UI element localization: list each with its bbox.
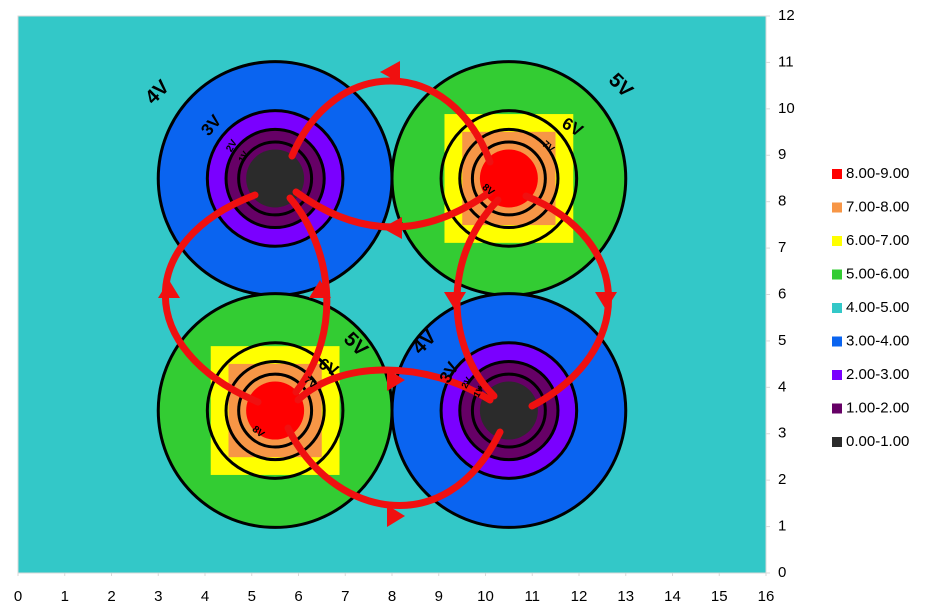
x-tick-label: 4 xyxy=(201,588,209,605)
y-tick-label: 6 xyxy=(778,285,786,302)
legend: 8.00-9.00 7.00-8.00 6.00-7.00 5.00-6.00 4.00… xyxy=(832,165,909,450)
y-tick-label: 5 xyxy=(778,332,786,349)
legend-swatch xyxy=(832,403,842,414)
contour-line xyxy=(458,359,560,462)
arrow-head xyxy=(387,505,405,527)
legend-label: 1.00-2.00 xyxy=(846,399,909,416)
contour-label: 2V xyxy=(224,138,240,154)
arrow-head xyxy=(382,217,402,239)
legend-label: 7.00-8.00 xyxy=(846,198,909,215)
x-tick-label: 5 xyxy=(248,588,256,605)
y-tick-label: 1 xyxy=(778,518,786,535)
x-tick-label: 8 xyxy=(388,588,396,605)
x-tick-label: 6 xyxy=(294,588,302,605)
y-tick-label: 7 xyxy=(778,239,786,256)
contour-line xyxy=(205,341,345,480)
field-line xyxy=(284,424,504,509)
legend-label: 3.00-4.00 xyxy=(846,332,909,349)
x-tick-label: 0 xyxy=(14,588,22,605)
legend-label: 0.00-1.00 xyxy=(846,433,909,450)
contour-line xyxy=(224,127,326,230)
legend-label: 8.00-9.00 xyxy=(846,165,909,182)
x-tick-label: 10 xyxy=(477,588,494,605)
arrow-head xyxy=(387,369,405,391)
contour-line xyxy=(237,140,314,217)
y-tick-label: 9 xyxy=(778,146,786,163)
contour-line xyxy=(458,127,560,230)
y-tick-label: 11 xyxy=(778,53,794,70)
arrow-head xyxy=(158,280,180,298)
arrow-head xyxy=(380,61,400,83)
plot-area xyxy=(17,15,767,574)
legend-swatch xyxy=(832,303,842,313)
y-tick-label: 3 xyxy=(778,425,786,442)
field-line xyxy=(294,366,494,404)
x-tick-label: 2 xyxy=(107,588,115,605)
x-tick-label: 12 xyxy=(571,588,588,605)
x-tick-label: 11 xyxy=(524,588,540,605)
background-band xyxy=(17,15,767,574)
contour-line xyxy=(237,372,314,449)
y-tick-label: 8 xyxy=(778,193,786,210)
x-tick-label: 14 xyxy=(664,588,681,605)
legend-label: 5.00-6.00 xyxy=(846,265,909,282)
source xyxy=(246,149,305,208)
y-tick-label: 4 xyxy=(778,378,786,395)
contour-label: 1V xyxy=(471,384,485,399)
arrow-head xyxy=(595,292,617,310)
x-tick-label: 15 xyxy=(711,588,728,605)
field-line xyxy=(288,77,494,166)
x-tick-label: 13 xyxy=(617,588,634,605)
y-tick-label: 2 xyxy=(778,471,786,488)
legend-swatch xyxy=(832,370,842,380)
legend-swatch xyxy=(832,269,842,280)
contour-label: 2V xyxy=(459,375,473,390)
x-tick-label: 7 xyxy=(341,588,349,605)
legend-swatch xyxy=(832,236,842,246)
field-lines xyxy=(158,61,617,527)
y-tick-label: 12 xyxy=(778,7,795,24)
legend-swatch xyxy=(832,437,842,447)
arrow-head xyxy=(309,280,331,298)
source xyxy=(479,149,538,208)
contour-line xyxy=(470,140,547,217)
contour-line xyxy=(439,109,579,248)
x-tick-label: 9 xyxy=(435,588,443,605)
field-line xyxy=(286,194,331,396)
y-tick-label: 10 xyxy=(778,100,795,117)
legend-swatch xyxy=(832,202,842,213)
contour-line xyxy=(470,372,547,449)
arrow-head xyxy=(444,292,466,310)
legend-label: 6.00-7.00 xyxy=(846,232,909,249)
x-tick-label: 16 xyxy=(758,588,775,605)
legend-label: 4.00-5.00 xyxy=(846,299,909,316)
contour-line xyxy=(224,359,326,462)
legend-label: 2.00-3.00 xyxy=(846,366,909,383)
contour-line xyxy=(439,341,579,480)
contour-line xyxy=(205,109,345,248)
legend-swatch xyxy=(832,336,842,347)
legend-swatch xyxy=(832,169,842,179)
x-tick-label: 3 xyxy=(154,588,162,605)
contour-label: 1V xyxy=(236,149,250,164)
x-tick-label: 1 xyxy=(61,588,69,605)
y-tick-label: 0 xyxy=(778,564,786,581)
